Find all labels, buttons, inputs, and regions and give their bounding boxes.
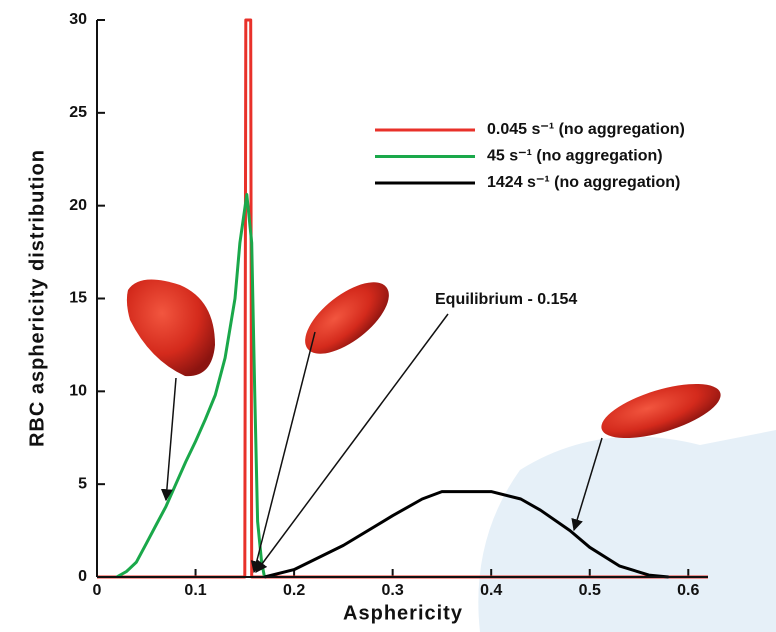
arrow: [255, 313, 449, 573]
y-tick-label: 10: [69, 383, 87, 400]
annotation: Equilibrium - 0.154: [435, 291, 577, 308]
background-cloud: [478, 430, 776, 632]
legend-label: 45 s⁻¹ (no aggregation): [487, 148, 663, 165]
y-tick-label: 20: [69, 197, 87, 214]
arrow: [571, 437, 603, 532]
x-tick-label: 0.6: [677, 582, 699, 599]
y-tick-label: 5: [78, 475, 87, 492]
rbc-cell: [305, 282, 389, 354]
rbc-cell: [126, 279, 215, 377]
cell-illustrations: [126, 279, 721, 439]
x-tick-label: 0: [93, 582, 102, 599]
arrow: [250, 331, 316, 574]
x-axis-label: Asphericity: [343, 602, 463, 624]
x-tick-label: 0.1: [184, 582, 206, 599]
y-axis-label: RBC asphericity distribution: [26, 149, 48, 447]
x-tick-label: 0.3: [382, 582, 404, 599]
y-tick-label: 0: [78, 568, 87, 585]
y-tick-label: 25: [69, 104, 87, 121]
rbc-cell: [601, 383, 721, 439]
y-tick-label: 15: [69, 290, 87, 307]
series-line: [115, 193, 266, 579]
series-line: [264, 490, 669, 579]
x-tick-label: 0.5: [579, 582, 601, 599]
legend-label: 0.045 s⁻¹ (no aggregation): [487, 121, 685, 138]
legend-label: 1424 s⁻¹ (no aggregation): [487, 174, 680, 191]
arrow: [160, 377, 177, 502]
x-tick-label: 0.4: [480, 582, 502, 599]
x-tick-label: 0.2: [283, 582, 305, 599]
y-tick-label: 30: [69, 11, 87, 28]
